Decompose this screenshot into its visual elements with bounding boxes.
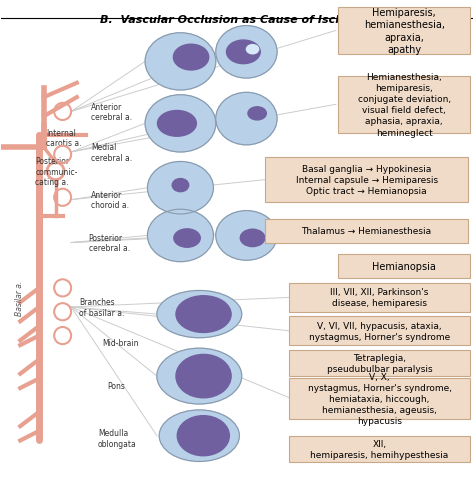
Text: Posterior
communic-
cating a.: Posterior communic- cating a. <box>36 157 78 187</box>
Ellipse shape <box>145 96 216 153</box>
Text: V, VI, VII, hypacusis, ataxia,
nystagmus, Horner's syndrome: V, VI, VII, hypacusis, ataxia, nystagmus… <box>309 321 450 341</box>
FancyBboxPatch shape <box>289 317 470 346</box>
Text: Hemiparesis,
hemianesthesia,
apraxia,
apathy: Hemiparesis, hemianesthesia, apraxia, ap… <box>364 8 445 55</box>
Text: Thalamus → Hemianesthesia: Thalamus → Hemianesthesia <box>301 227 432 236</box>
Text: XII,
hemiparesis, hemihypesthesia: XII, hemiparesis, hemihypesthesia <box>310 439 449 459</box>
FancyBboxPatch shape <box>338 255 470 279</box>
Ellipse shape <box>157 111 196 137</box>
FancyBboxPatch shape <box>289 350 470 376</box>
Text: V, X,
nystagmus, Horner's syndrome,
hemiataxia, hiccough,
hemianesthesia, ageusi: V, X, nystagmus, Horner's syndrome, hemi… <box>308 372 452 426</box>
Ellipse shape <box>145 34 216 91</box>
FancyBboxPatch shape <box>338 76 470 133</box>
Text: Pons: Pons <box>108 381 125 390</box>
Text: Tetraplegia,
pseudubulbar paralysis: Tetraplegia, pseudubulbar paralysis <box>327 353 432 373</box>
Ellipse shape <box>248 108 266 120</box>
Ellipse shape <box>216 26 277 79</box>
Text: Mid-brain: Mid-brain <box>103 338 139 348</box>
Text: Posterior
cerebral a.: Posterior cerebral a. <box>89 233 130 253</box>
Ellipse shape <box>174 229 200 248</box>
Ellipse shape <box>177 416 229 456</box>
Ellipse shape <box>157 348 242 404</box>
Ellipse shape <box>173 45 209 71</box>
Text: Branches
of basilar a.: Branches of basilar a. <box>79 298 125 317</box>
Ellipse shape <box>246 46 259 55</box>
Ellipse shape <box>159 410 239 461</box>
FancyBboxPatch shape <box>338 8 470 55</box>
FancyBboxPatch shape <box>289 436 470 462</box>
Ellipse shape <box>216 93 277 145</box>
Text: Anterior
choroid a.: Anterior choroid a. <box>91 191 129 210</box>
Ellipse shape <box>172 179 189 192</box>
Text: Medial
cerebral a.: Medial cerebral a. <box>91 143 132 162</box>
Text: B.  Vascular Occlusion as Cause of Ischemia: B. Vascular Occlusion as Cause of Ischem… <box>100 15 374 24</box>
FancyBboxPatch shape <box>265 157 468 203</box>
FancyBboxPatch shape <box>265 219 468 243</box>
Ellipse shape <box>157 291 242 338</box>
Text: Hemianopsia: Hemianopsia <box>373 262 436 272</box>
FancyBboxPatch shape <box>289 379 470 419</box>
Text: Internal
carotis a.: Internal carotis a. <box>46 129 82 148</box>
Text: Medulla
oblongata: Medulla oblongata <box>98 429 137 448</box>
Text: Anterior
cerebral a.: Anterior cerebral a. <box>91 103 132 122</box>
Ellipse shape <box>240 230 265 247</box>
Text: Hemianesthesia,
hemiparesis,
conjugate deviation,
visual field defect,
aphasia, : Hemianesthesia, hemiparesis, conjugate d… <box>358 73 451 137</box>
Text: Basal ganglia → Hypokinesia
Internal capsule → Hemiparesis
Optic tract → Hemiano: Basal ganglia → Hypokinesia Internal cap… <box>295 165 438 195</box>
Ellipse shape <box>147 210 213 262</box>
Ellipse shape <box>147 162 213 215</box>
Ellipse shape <box>227 41 260 64</box>
Ellipse shape <box>176 296 231 333</box>
Ellipse shape <box>176 355 231 398</box>
Ellipse shape <box>216 211 277 261</box>
Text: Basilar a.: Basilar a. <box>15 280 24 315</box>
Text: III, VII, XII, Parkinson's
disease, hemiparesis: III, VII, XII, Parkinson's disease, hemi… <box>330 288 428 308</box>
FancyBboxPatch shape <box>289 284 470 312</box>
